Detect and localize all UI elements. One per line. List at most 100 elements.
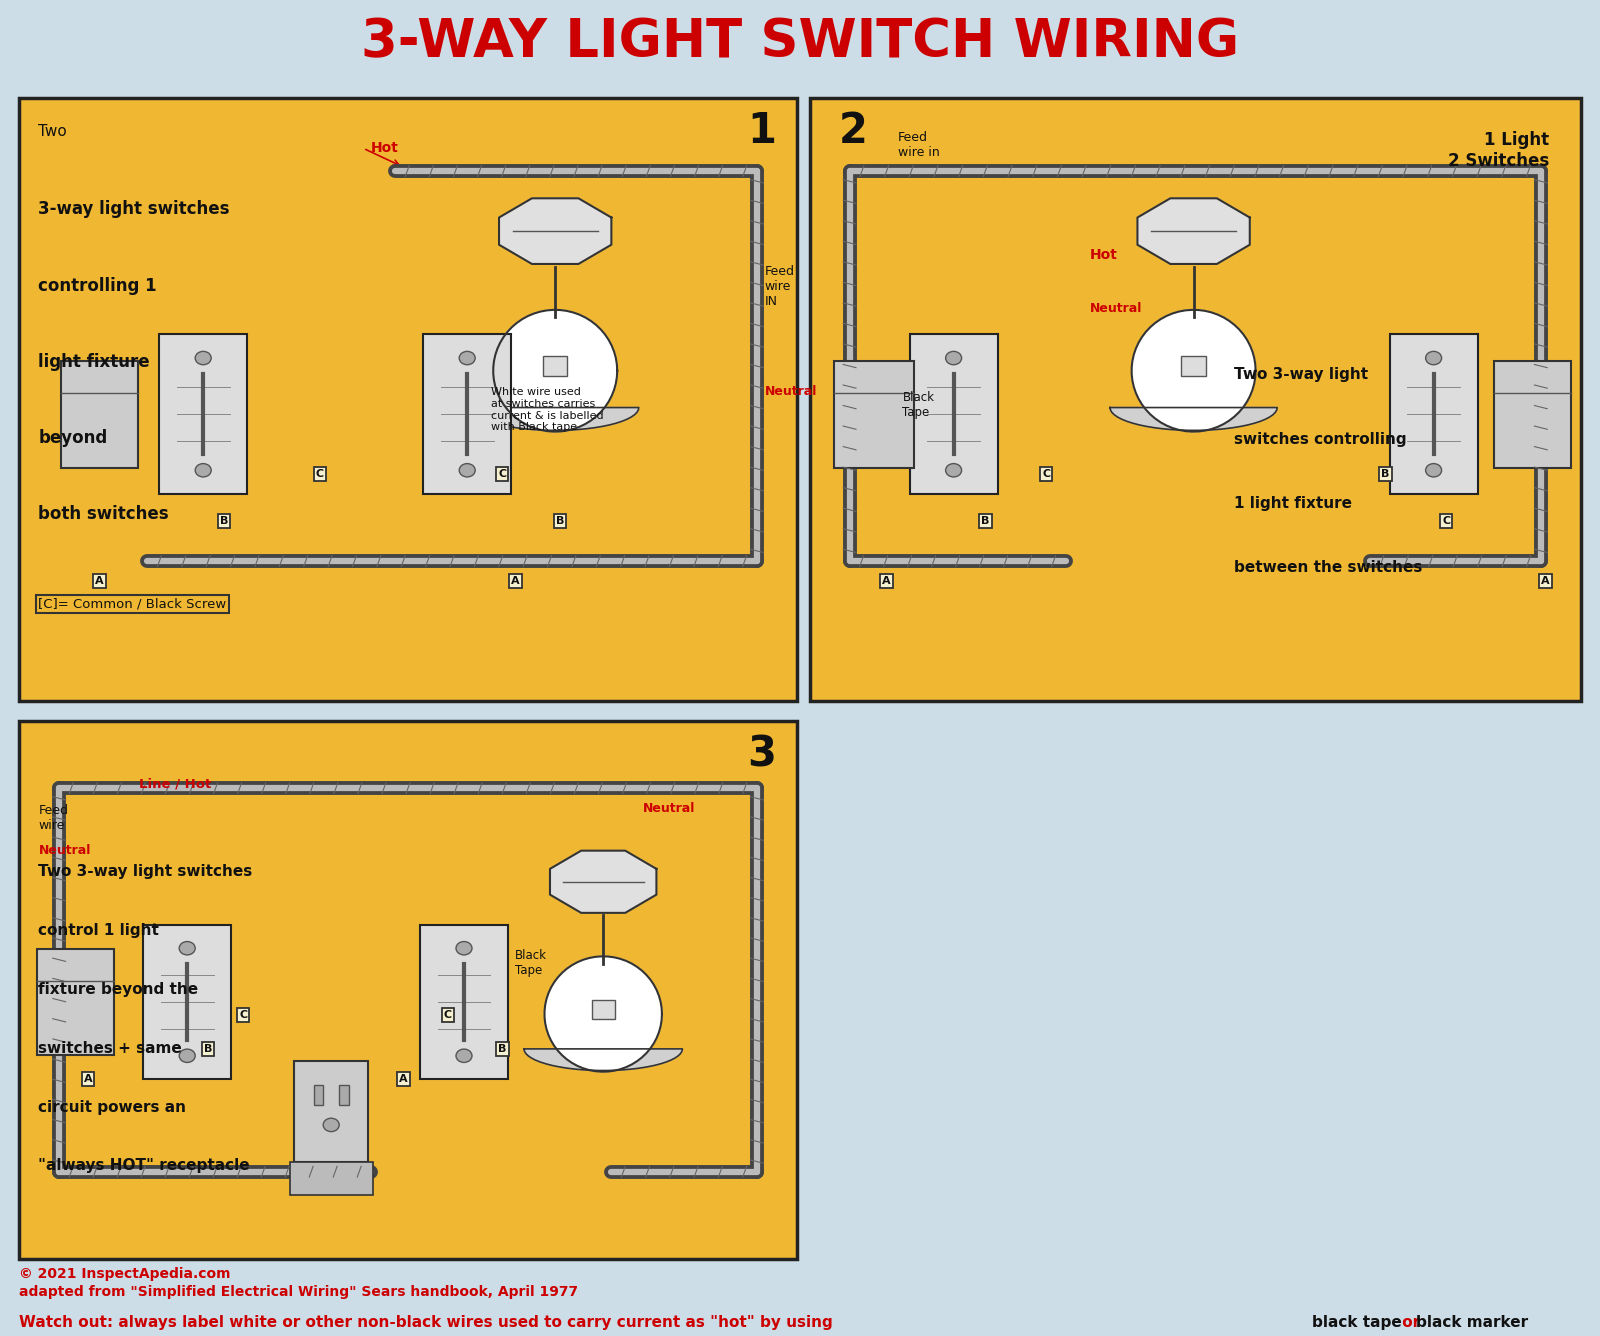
Circle shape (195, 464, 211, 477)
Text: Neutral: Neutral (765, 385, 818, 398)
Text: controlling 1: controlling 1 (38, 277, 157, 294)
Bar (37, 949, 114, 1055)
Polygon shape (525, 1049, 682, 1070)
Text: C: C (1042, 469, 1051, 480)
Text: beyond: beyond (38, 429, 107, 446)
Text: B: B (498, 1043, 507, 1054)
Text: circuit powers an: circuit powers an (38, 1100, 186, 1114)
Text: A: A (510, 576, 520, 587)
Text: 2: 2 (838, 110, 867, 152)
Text: Hot: Hot (371, 142, 398, 155)
Bar (314, 1085, 323, 1105)
Polygon shape (1138, 198, 1250, 265)
Text: B: B (1381, 469, 1390, 480)
Text: Hot: Hot (1090, 248, 1117, 262)
Bar (1181, 355, 1206, 375)
Text: black marker: black marker (1416, 1315, 1528, 1329)
Text: Feed
wire: Feed wire (38, 804, 69, 832)
Polygon shape (1110, 407, 1277, 430)
Text: B: B (555, 516, 565, 526)
Polygon shape (472, 407, 638, 430)
Bar (422, 334, 512, 494)
Bar (160, 334, 246, 494)
Bar (294, 1061, 368, 1161)
Bar (19, 98, 797, 701)
Bar (19, 721, 797, 1259)
Text: adapted from "Simplified Electrical Wiring" Sears handbook, April 1977: adapted from "Simplified Electrical Wiri… (19, 1285, 578, 1299)
Text: B: B (219, 516, 229, 526)
Circle shape (456, 1049, 472, 1062)
Text: Neutral: Neutral (1090, 302, 1142, 315)
Text: A: A (83, 1074, 93, 1085)
Bar (1178, 318, 1210, 341)
Text: A: A (1541, 576, 1550, 587)
Circle shape (179, 1049, 195, 1062)
Text: B: B (981, 516, 990, 526)
Polygon shape (493, 310, 618, 432)
Circle shape (1426, 464, 1442, 477)
Text: control 1 light: control 1 light (38, 923, 160, 938)
Bar (810, 98, 1581, 701)
Text: 3: 3 (747, 733, 776, 776)
Text: C: C (443, 1010, 453, 1021)
Circle shape (179, 942, 195, 955)
Bar (587, 963, 619, 985)
Bar (539, 318, 571, 341)
Bar (909, 334, 998, 494)
Bar (419, 925, 509, 1079)
Text: between the switches: between the switches (1234, 560, 1422, 574)
Bar (290, 1161, 373, 1194)
Circle shape (1426, 351, 1442, 365)
Text: A: A (94, 576, 104, 587)
Bar (834, 361, 914, 468)
Text: light fixture: light fixture (38, 353, 150, 370)
Text: A: A (882, 576, 891, 587)
Circle shape (459, 351, 475, 365)
Text: © 2021 InspectApedia.com: © 2021 InspectApedia.com (19, 1267, 230, 1280)
Text: Black
Tape: Black Tape (902, 391, 934, 420)
Text: Watch out: always label white or other non-black wires used to carry current as : Watch out: always label white or other n… (19, 1315, 838, 1329)
Text: Neutral: Neutral (643, 802, 696, 815)
Text: black tape: black tape (1312, 1315, 1402, 1329)
Text: Two: Two (38, 124, 67, 139)
Polygon shape (499, 198, 611, 265)
Text: 3-WAY LIGHT SWITCH WIRING: 3-WAY LIGHT SWITCH WIRING (362, 17, 1238, 68)
Text: Two 3-way light switches: Two 3-way light switches (38, 864, 253, 879)
Text: Line / Hot: Line / Hot (139, 778, 211, 791)
Text: both switches: both switches (38, 505, 170, 522)
Bar (592, 999, 614, 1019)
Text: switches + same: switches + same (38, 1041, 182, 1055)
Text: Neutral: Neutral (38, 844, 91, 858)
Text: C: C (1442, 516, 1451, 526)
Circle shape (195, 351, 211, 365)
Circle shape (459, 464, 475, 477)
Text: 1: 1 (747, 110, 776, 152)
Text: Two 3-way light: Two 3-way light (1234, 367, 1368, 382)
Text: switches controlling: switches controlling (1234, 432, 1406, 446)
Bar (1494, 361, 1571, 468)
Text: fixture beyond the: fixture beyond the (38, 982, 198, 997)
Bar (542, 355, 568, 375)
Bar (144, 925, 230, 1079)
Text: Black
Tape: Black Tape (515, 949, 547, 977)
Text: Feed
wire
IN: Feed wire IN (765, 265, 795, 307)
Text: C: C (315, 469, 325, 480)
Polygon shape (544, 957, 662, 1071)
Polygon shape (1131, 310, 1256, 432)
Circle shape (946, 464, 962, 477)
Circle shape (323, 1118, 339, 1132)
Circle shape (946, 351, 962, 365)
Polygon shape (550, 851, 656, 912)
Text: 1 light fixture: 1 light fixture (1234, 496, 1352, 510)
Bar (61, 361, 138, 468)
Bar (339, 1085, 349, 1105)
Bar (1389, 334, 1478, 494)
Text: B: B (203, 1043, 213, 1054)
Text: [C]= Common / Black Screw: [C]= Common / Black Screw (38, 597, 227, 611)
Text: 3-way light switches: 3-way light switches (38, 200, 230, 218)
Text: or: or (1397, 1315, 1426, 1329)
Text: 1 Light
2 Switches: 1 Light 2 Switches (1448, 131, 1549, 170)
Text: "always HOT" receptacle: "always HOT" receptacle (38, 1158, 250, 1173)
Circle shape (456, 942, 472, 955)
Text: A: A (398, 1074, 408, 1085)
